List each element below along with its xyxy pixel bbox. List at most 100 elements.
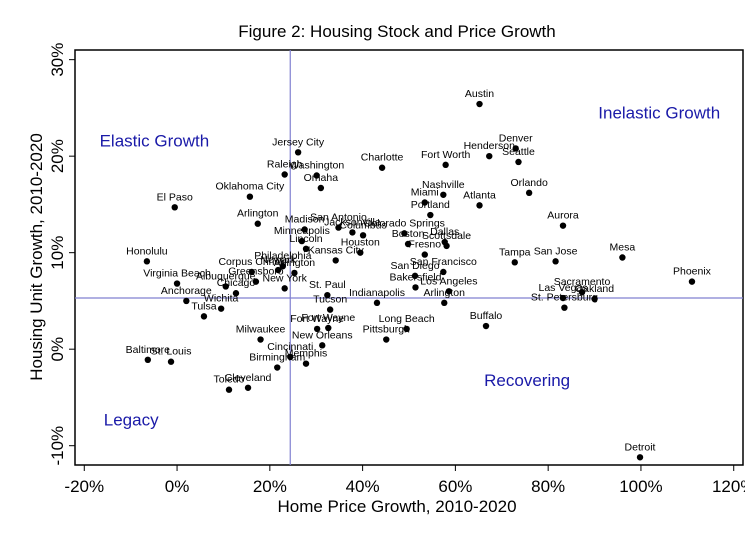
- x-tick-label: 100%: [619, 477, 662, 496]
- data-point: [173, 280, 181, 287]
- data-point: [248, 268, 255, 276]
- point-label: San Francisco: [410, 256, 477, 268]
- data-point: [143, 258, 151, 265]
- data-point: [512, 145, 519, 152]
- point-label: Aurora: [547, 210, 579, 222]
- data-point: [411, 272, 419, 280]
- point-label: Miami: [411, 186, 439, 198]
- data-point: [476, 100, 483, 108]
- data-point: [515, 158, 522, 166]
- data-point: [427, 211, 434, 219]
- data-point: [591, 295, 598, 303]
- chart-title: Figure 2: Housing Stock and Price Growth: [238, 22, 555, 41]
- point-label: Austin: [465, 88, 494, 100]
- point-label: Omaha: [304, 172, 339, 184]
- point-label: Tampa: [499, 246, 531, 258]
- x-tick-label: 20%: [253, 477, 287, 496]
- point-label: Albuquerque: [196, 270, 256, 282]
- point-label: Fort Wayne: [301, 312, 355, 324]
- data-point: [332, 257, 339, 264]
- point-label: Orlando: [510, 177, 548, 189]
- data-point: [476, 202, 483, 209]
- data-point: [619, 254, 626, 261]
- point-label: Virginia Beach: [143, 268, 211, 280]
- point-label: Milwaukee: [236, 324, 286, 336]
- point-label: Detroit: [625, 441, 656, 453]
- x-tick-label: 80%: [531, 477, 565, 496]
- point-label: Denver: [499, 132, 533, 144]
- point-label: Fort Wayne: [290, 313, 344, 325]
- point-label: New York: [262, 272, 307, 284]
- y-axis-ticks: -10% 0% 10% 20% 30%: [48, 43, 75, 466]
- quadrant-label: Inelastic Growth: [598, 104, 720, 123]
- x-tick-label: 120%: [712, 477, 745, 496]
- data-point: [254, 220, 261, 227]
- data-point: [412, 284, 419, 291]
- point-label: El Paso: [157, 191, 193, 203]
- x-axis-label: Home Price Growth, 2010-2020: [277, 497, 516, 516]
- point-label: Portland: [411, 199, 450, 211]
- point-label: Baltimore: [126, 344, 171, 356]
- y-axis-label: Housing Unit Growth, 2010-2020: [27, 133, 46, 381]
- quadrant-label: Recovering: [484, 371, 570, 390]
- point-label: St. Paul: [309, 279, 346, 291]
- point-label: Nashville: [422, 179, 465, 191]
- quadrant-label: Legacy: [104, 410, 159, 429]
- data-point: [294, 149, 302, 156]
- data-point: [222, 283, 229, 290]
- data-point: [274, 266, 282, 274]
- point-label: St. Petersburg: [531, 292, 598, 304]
- quadrant-label: Elastic Growth: [100, 132, 210, 151]
- point-label: Las Vegas: [538, 282, 587, 294]
- data-point: [291, 269, 298, 277]
- point-label: Mesa: [610, 242, 636, 254]
- point-label: Columbus: [339, 219, 386, 231]
- data-point: [252, 278, 260, 285]
- point-label: Toledo: [214, 374, 245, 386]
- point-label: Buffalo: [470, 310, 503, 322]
- point-label: Greensboro: [228, 266, 284, 278]
- y-tick-label: 20%: [48, 139, 67, 173]
- data-point: [313, 325, 321, 333]
- point-label: Tulsa: [191, 300, 216, 312]
- data-point: [404, 240, 412, 248]
- data-point: [552, 258, 559, 265]
- data-point: [578, 289, 586, 296]
- y-tick-label: 30%: [48, 43, 67, 77]
- data-point: [359, 232, 367, 239]
- data-point: [440, 191, 447, 198]
- y-tick-label: 10%: [48, 236, 67, 270]
- point-label: Madison: [285, 214, 325, 226]
- point-label: San Jose: [534, 245, 578, 257]
- data-point: [403, 325, 410, 333]
- point-label: Cleveland: [225, 372, 272, 384]
- data-point: [246, 193, 254, 200]
- point-label: Scottsdale: [422, 230, 471, 242]
- point-label: Fort Worth: [421, 149, 471, 161]
- data-point: [200, 313, 208, 320]
- point-label: Bakersfield: [390, 271, 442, 283]
- data-point: [421, 251, 428, 258]
- data-point: [486, 152, 493, 160]
- data-point: [525, 189, 533, 197]
- data-point: [357, 249, 364, 256]
- data-point: [281, 171, 288, 178]
- point-label: Oklahoma City: [215, 181, 285, 193]
- point-label: Phoenix: [673, 266, 712, 278]
- data-point: [171, 204, 178, 211]
- point-label: Corpus Christi: [218, 256, 285, 268]
- point-label: Indianapolis: [349, 287, 405, 299]
- point-label: Washington: [289, 159, 344, 171]
- data-point: [349, 229, 356, 236]
- point-label: Charlotte: [361, 152, 404, 164]
- data-point: [217, 305, 225, 312]
- point-label: Long Beach: [379, 313, 435, 325]
- point-label: Los Angeles: [420, 275, 477, 287]
- point-label: New Orleans: [292, 329, 353, 341]
- point-label: Arlington: [274, 257, 316, 269]
- data-point: [302, 245, 310, 253]
- point-label: Anchorage: [161, 285, 212, 297]
- data-point: [225, 386, 233, 393]
- point-label: Seattle: [502, 146, 535, 158]
